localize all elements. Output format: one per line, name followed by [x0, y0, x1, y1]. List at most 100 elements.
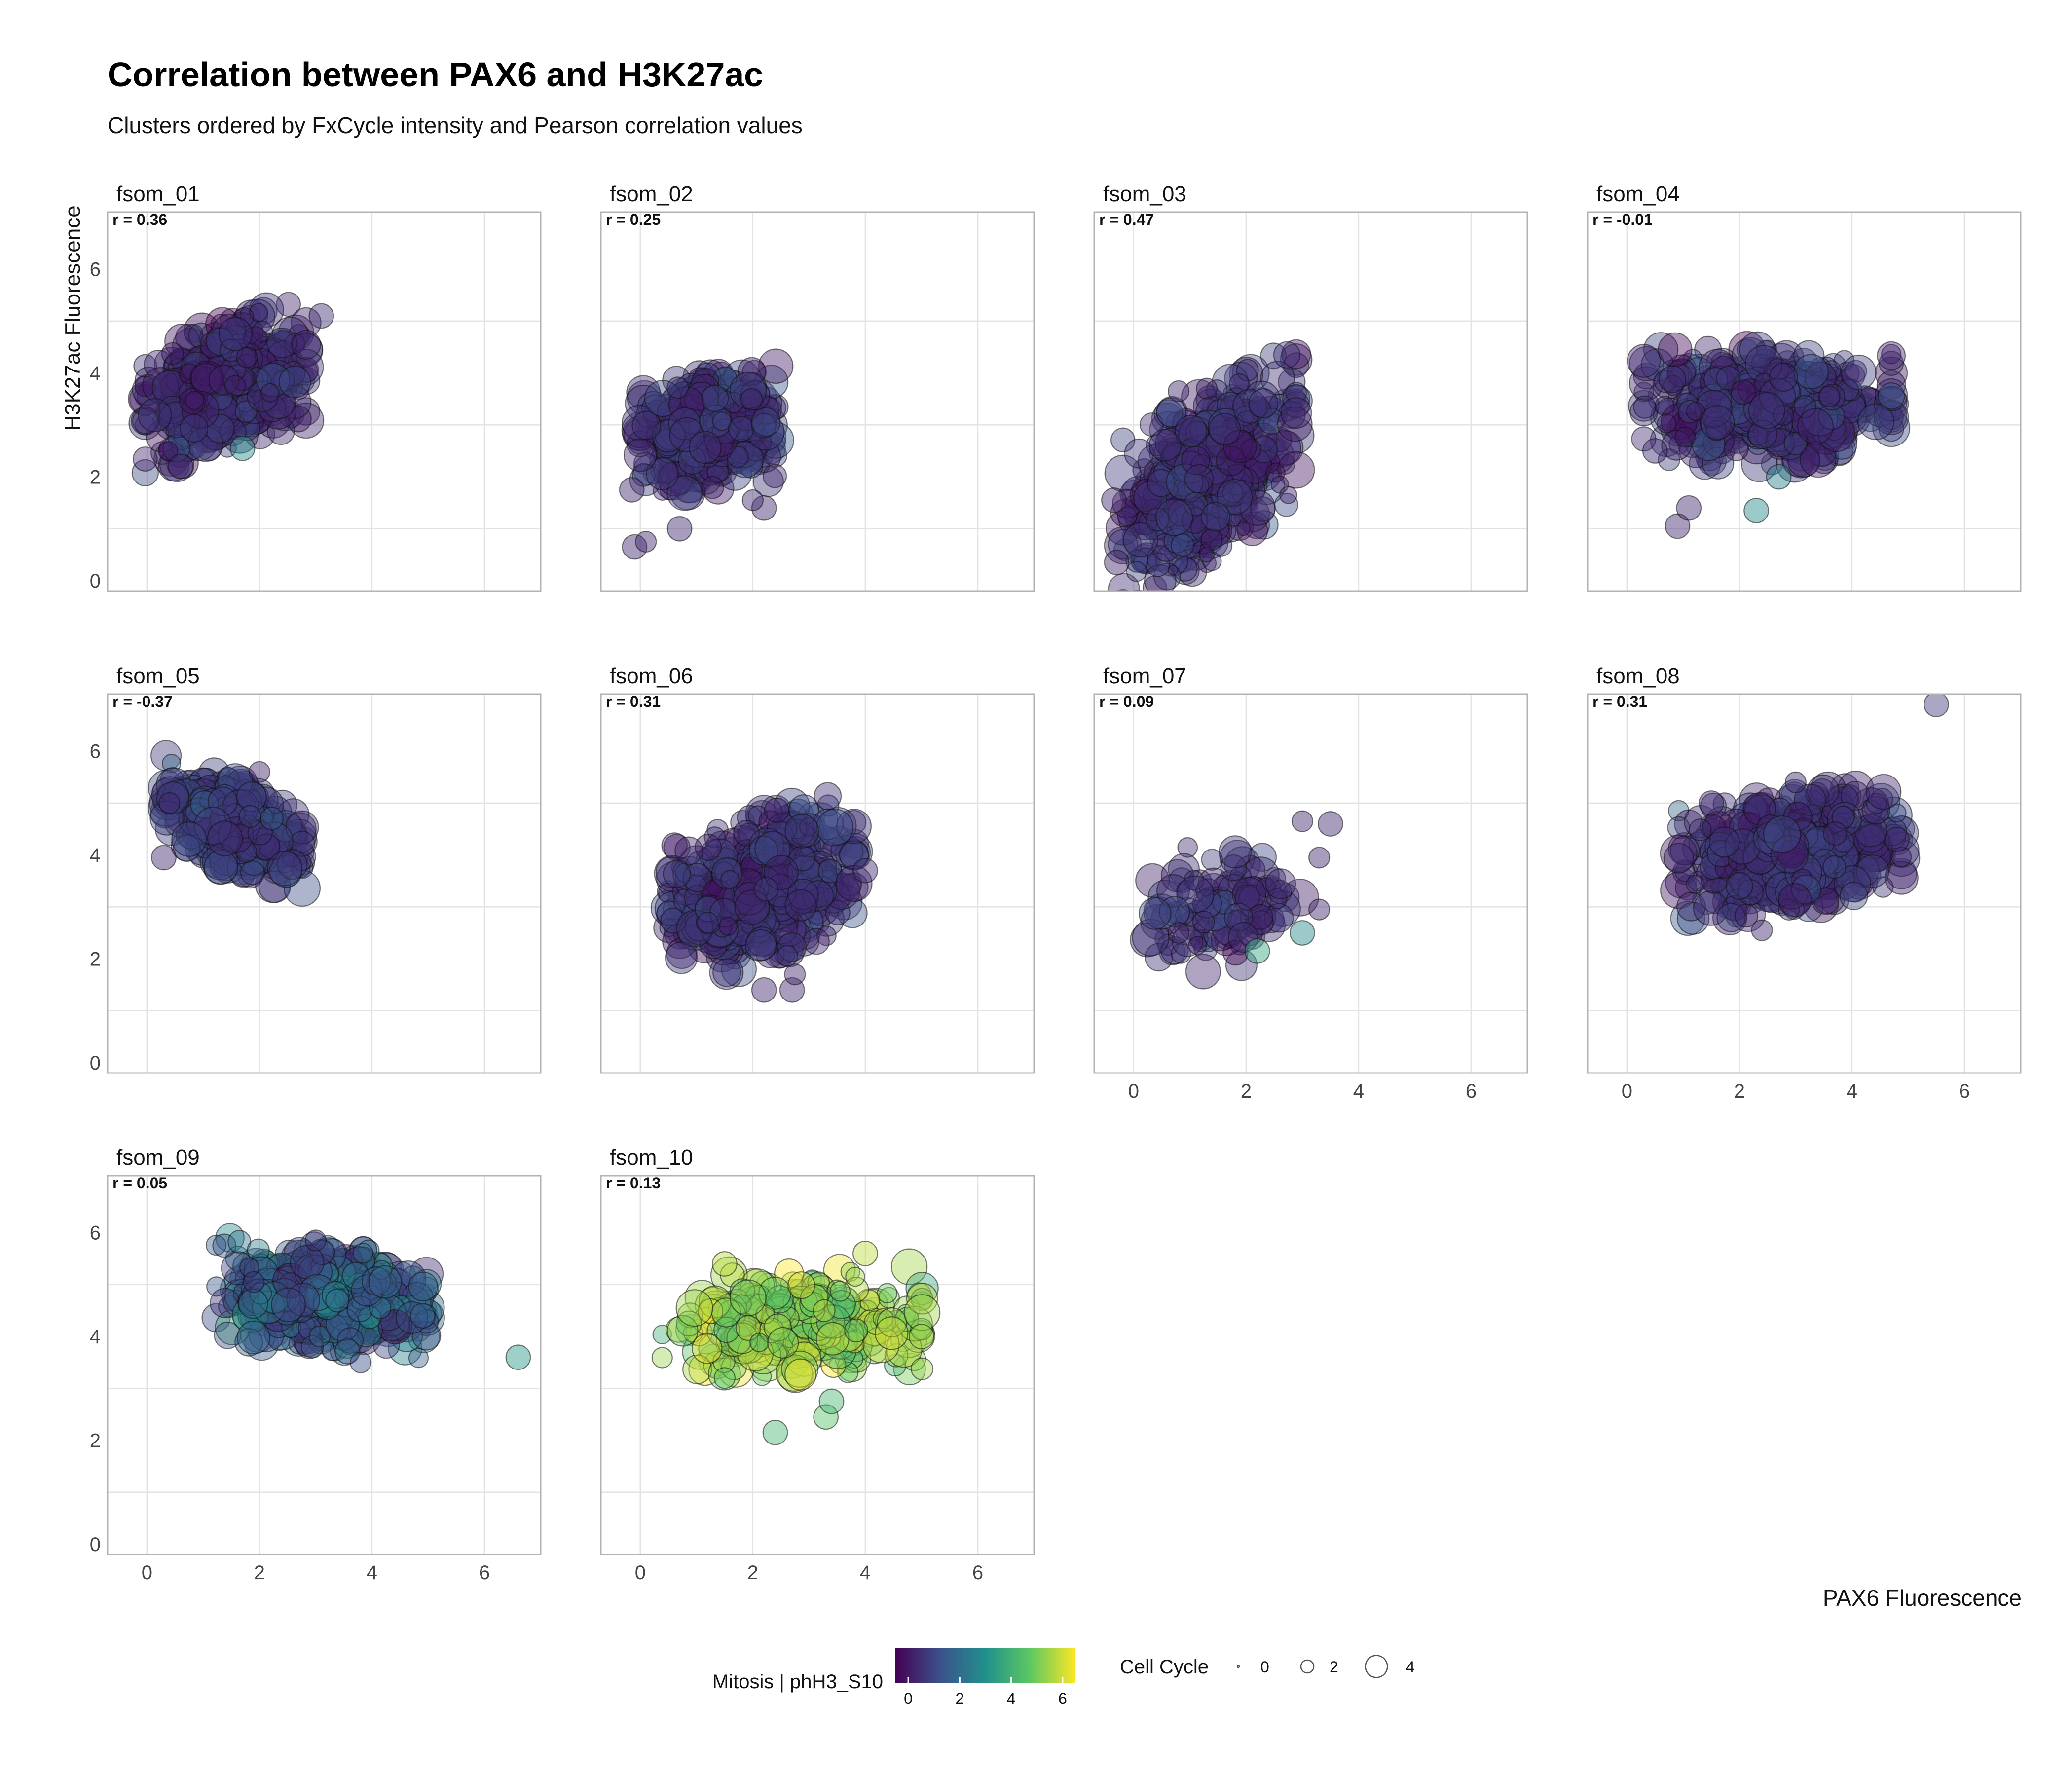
- data-point: [408, 1271, 439, 1302]
- data-point: [1831, 805, 1855, 829]
- points: [1101, 339, 1315, 591]
- data-point: [844, 1318, 868, 1343]
- correlation-label: r = 0.31: [1592, 693, 1647, 710]
- data-point: [740, 856, 763, 880]
- data-point: [203, 850, 238, 885]
- data-point: [1654, 396, 1675, 416]
- data-point: [1281, 339, 1311, 370]
- outlier-point: [308, 303, 334, 329]
- data-point: [754, 365, 789, 400]
- data-point: [260, 383, 280, 403]
- data-point: [1731, 379, 1756, 405]
- data-point: [1640, 348, 1674, 382]
- data-point: [1228, 373, 1250, 395]
- data-point: [1283, 352, 1309, 378]
- outlier-point: [1167, 380, 1190, 403]
- data-point: [1865, 774, 1902, 810]
- data-point: [1145, 508, 1170, 532]
- data-point: [1785, 872, 1819, 905]
- x-tick-label: 2: [1734, 1080, 1745, 1102]
- data-point: [206, 1276, 227, 1297]
- data-point: [287, 348, 324, 386]
- y-tick-label: 0: [90, 1534, 101, 1555]
- data-point: [1153, 562, 1181, 591]
- data-point: [1875, 378, 1908, 411]
- data-point: [1181, 445, 1211, 475]
- y-tick-label: 6: [90, 741, 101, 763]
- data-point: [1725, 872, 1753, 900]
- facet-label: fsom_02: [610, 182, 693, 206]
- x-tick-label: 0: [142, 1562, 152, 1584]
- panel-border: [107, 211, 542, 592]
- outlier-point: [852, 857, 878, 884]
- points: [201, 1223, 531, 1373]
- data-point: [131, 459, 159, 487]
- points: [1660, 694, 1949, 941]
- data-point: [180, 414, 209, 443]
- y-tick-label: 4: [90, 845, 101, 866]
- data-point: [236, 346, 258, 369]
- data-point: [1827, 783, 1858, 814]
- data-point: [132, 407, 158, 434]
- facet-label: fsom_01: [116, 182, 200, 206]
- x-tick-label: 2: [747, 1562, 758, 1584]
- data-point: [1277, 451, 1315, 489]
- data-point: [766, 912, 798, 945]
- outlier-point: [622, 534, 648, 560]
- outlier-point: [151, 845, 177, 871]
- data-point: [1753, 822, 1785, 854]
- points: [128, 292, 334, 487]
- data-point: [734, 889, 770, 925]
- data-point: [1657, 413, 1677, 434]
- data-point: [911, 1357, 934, 1380]
- data-point: [1219, 835, 1252, 869]
- data-point: [173, 834, 201, 862]
- facet-label: fsom_10: [610, 1146, 693, 1170]
- data-point: [1876, 370, 1906, 400]
- data-point: [1148, 429, 1182, 462]
- data-point: [763, 854, 799, 890]
- facet-panel: fsom_06r = 0.31: [600, 664, 1035, 1074]
- data-point: [1791, 874, 1821, 905]
- data-point: [1763, 815, 1801, 853]
- data-point: [1877, 382, 1905, 410]
- facet-label: fsom_07: [1103, 664, 1186, 688]
- data-point: [758, 348, 794, 384]
- y-tick-label: 4: [90, 363, 101, 384]
- data-point: [729, 919, 755, 946]
- x-tick-label: 2: [1241, 1080, 1252, 1102]
- data-point: [1132, 589, 1145, 591]
- outlier-point: [852, 1240, 878, 1266]
- outlier-point: [751, 977, 777, 1003]
- data-point: [836, 809, 872, 844]
- data-point: [1232, 389, 1267, 424]
- outlier-point: [505, 1344, 531, 1370]
- facet-panel: fsom_04r = -0.01: [1587, 182, 2022, 592]
- data-point: [749, 1332, 769, 1352]
- x-tick-label: 2: [254, 1562, 265, 1584]
- data-point: [740, 388, 763, 411]
- data-point: [784, 1358, 817, 1391]
- data-point: [730, 1279, 767, 1317]
- data-point: [207, 820, 243, 856]
- data-point: [151, 370, 187, 406]
- data-point: [1212, 364, 1249, 401]
- size-legend-label: 4: [1406, 1658, 1415, 1676]
- data-point: [762, 464, 787, 488]
- data-point: [1628, 366, 1664, 401]
- data-point: [1724, 436, 1749, 462]
- data-point: [666, 475, 703, 511]
- data-point: [784, 889, 817, 922]
- data-point: [789, 845, 815, 872]
- correlation-label: r = 0.25: [606, 211, 661, 228]
- data-point: [1754, 372, 1774, 393]
- data-point: [1818, 403, 1845, 430]
- colorbar: [895, 1648, 1075, 1683]
- data-point: [1800, 441, 1837, 478]
- data-point: [1195, 396, 1228, 429]
- colorbar-tick-label: 4: [1007, 1690, 1016, 1707]
